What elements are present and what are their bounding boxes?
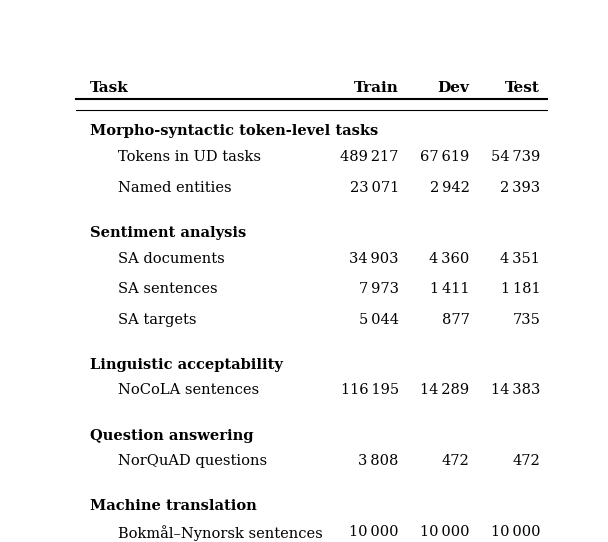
Text: Morpho-syntactic token-level tasks: Morpho-syntactic token-level tasks xyxy=(90,124,378,138)
Text: 489 217: 489 217 xyxy=(340,150,399,164)
Text: Train: Train xyxy=(354,81,399,95)
Text: 5 044: 5 044 xyxy=(359,313,399,326)
Text: 1 181: 1 181 xyxy=(500,282,540,296)
Text: Dev: Dev xyxy=(438,81,469,95)
Text: 877: 877 xyxy=(441,313,469,326)
Text: 67 619: 67 619 xyxy=(420,150,469,164)
Text: SA targets: SA targets xyxy=(119,313,197,326)
Text: 472: 472 xyxy=(441,454,469,468)
Text: Linguistic acceptability: Linguistic acceptability xyxy=(90,358,283,372)
Text: 7 973: 7 973 xyxy=(359,282,399,296)
Text: Sentiment analysis: Sentiment analysis xyxy=(90,225,246,240)
Text: 14 289: 14 289 xyxy=(420,384,469,397)
Text: 10 000: 10 000 xyxy=(420,525,469,539)
Text: 2 393: 2 393 xyxy=(500,180,540,195)
Text: Named entities: Named entities xyxy=(119,180,232,195)
Text: 2 942: 2 942 xyxy=(430,180,469,195)
Text: Task: Task xyxy=(90,81,129,95)
Text: Tokens in UD tasks: Tokens in UD tasks xyxy=(119,150,261,164)
Text: 3 808: 3 808 xyxy=(358,454,399,468)
Text: Machine translation: Machine translation xyxy=(90,500,257,513)
Text: 34 903: 34 903 xyxy=(349,251,399,266)
Text: 23 071: 23 071 xyxy=(350,180,399,195)
Text: 4 360: 4 360 xyxy=(429,251,469,266)
Text: Question answering: Question answering xyxy=(90,429,254,443)
Text: 10 000: 10 000 xyxy=(349,525,399,539)
Text: Bokmål–Nynorsk sentences: Bokmål–Nynorsk sentences xyxy=(119,525,323,541)
Text: NorQuAD questions: NorQuAD questions xyxy=(119,454,268,468)
Text: 4 351: 4 351 xyxy=(500,251,540,266)
Text: SA documents: SA documents xyxy=(119,251,225,266)
Text: 54 739: 54 739 xyxy=(491,150,540,164)
Text: 116 195: 116 195 xyxy=(340,384,399,397)
Text: SA sentences: SA sentences xyxy=(119,282,218,296)
Text: Test: Test xyxy=(505,81,540,95)
Text: 10 000: 10 000 xyxy=(491,525,540,539)
Text: 1 411: 1 411 xyxy=(430,282,469,296)
Text: 14 383: 14 383 xyxy=(491,384,540,397)
Text: NoCoLA sentences: NoCoLA sentences xyxy=(119,384,260,397)
Text: 472: 472 xyxy=(513,454,540,468)
Text: 735: 735 xyxy=(513,313,540,326)
